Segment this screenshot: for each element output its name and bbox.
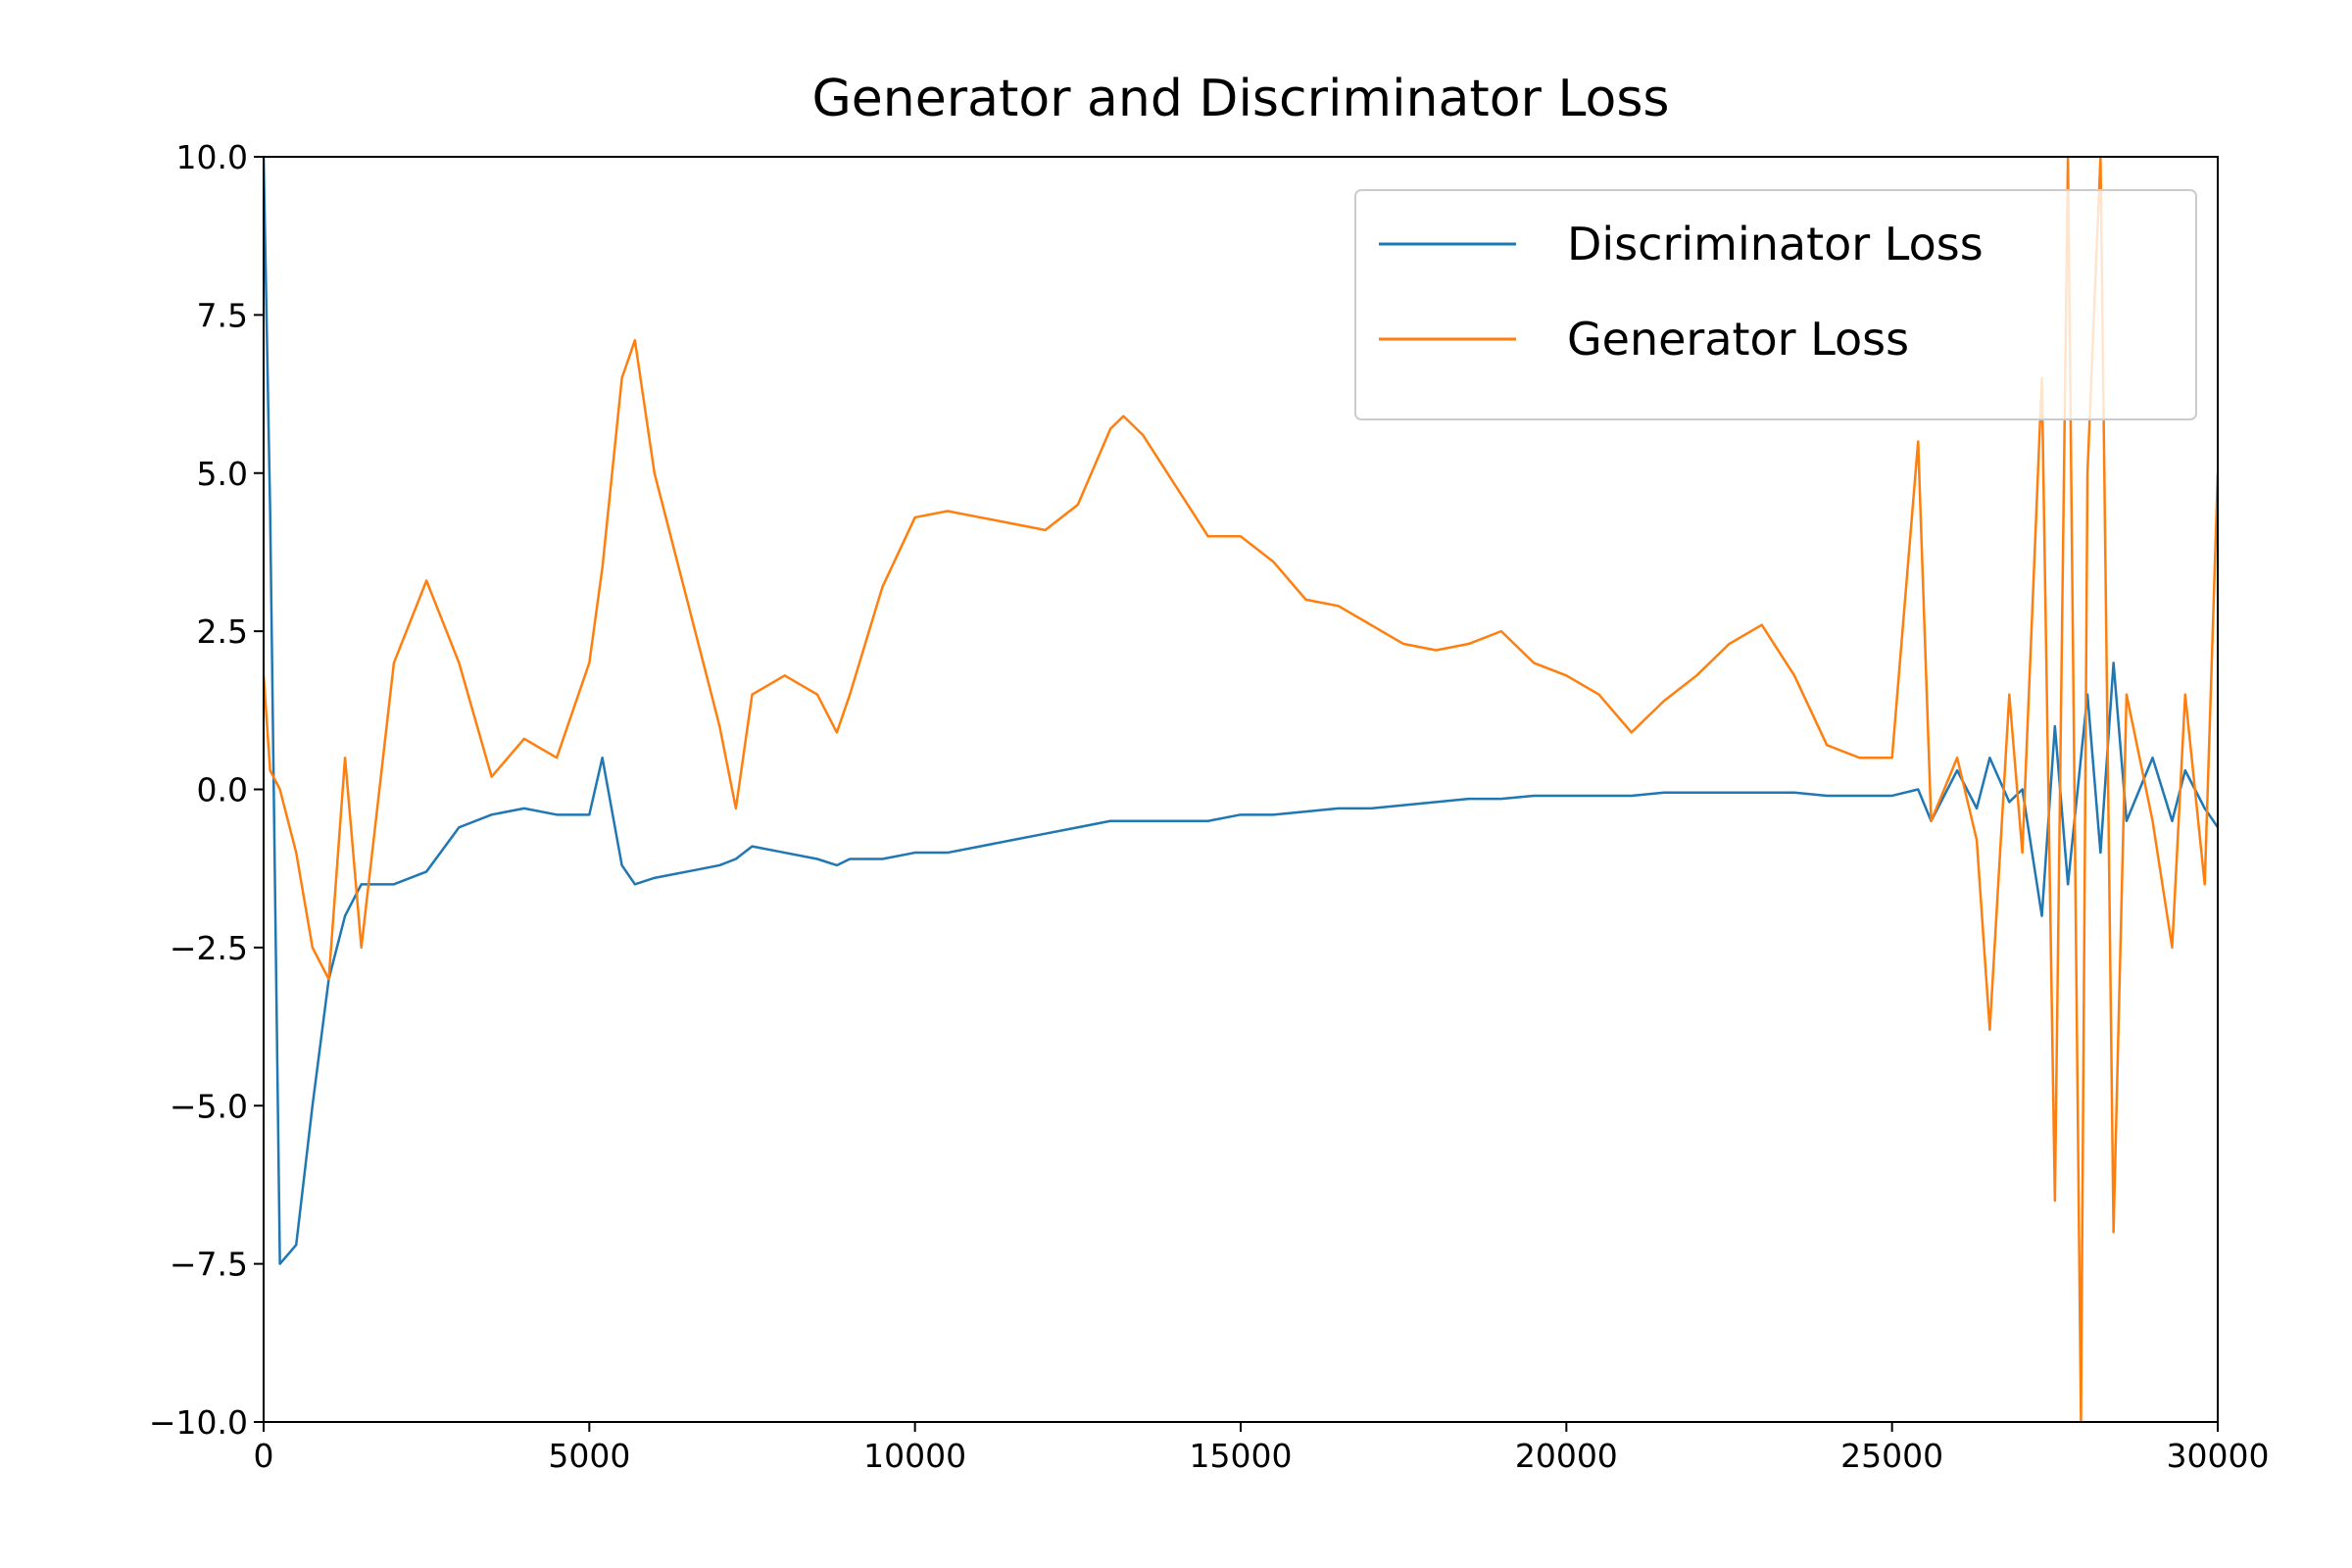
x-tick-label: 5000	[548, 1437, 630, 1475]
series-line	[264, 157, 2218, 1265]
y-tick-label: 2.5	[197, 612, 248, 651]
x-tick-label: 0	[254, 1437, 274, 1475]
y-tick-label: −10.0	[149, 1403, 248, 1442]
series-line	[264, 157, 2218, 1422]
x-tick-label: 20000	[1515, 1437, 1618, 1475]
legend: Discriminator Loss Generator Loss	[1354, 189, 2197, 420]
legend-label: Generator Loss	[1567, 313, 1909, 366]
y-tick-label: 0.0	[197, 771, 248, 809]
y-tick-label: −2.5	[170, 929, 248, 967]
x-tick-label: 15000	[1190, 1437, 1293, 1475]
y-tick-label: 7.5	[197, 296, 248, 334]
y-tick-label: −5.0	[170, 1087, 248, 1125]
legend-label: Discriminator Loss	[1567, 218, 1984, 270]
plot-area	[264, 157, 2218, 1422]
x-tick-label: 10000	[863, 1437, 966, 1475]
legend-frame	[1354, 189, 2197, 420]
chart-title: Generator and Discriminator Loss	[811, 70, 1669, 128]
y-tick-label: 5.0	[197, 455, 248, 493]
x-tick-label: 30000	[2167, 1437, 2270, 1475]
y-tick-label: −7.5	[170, 1246, 248, 1284]
y-tick-label: 10.0	[176, 138, 248, 176]
axes: 0 5000 10000 15000 20000 25000 30000 −10.0 −7.5 −…	[149, 138, 2270, 1475]
x-tick-label: 25000	[1840, 1437, 1943, 1475]
